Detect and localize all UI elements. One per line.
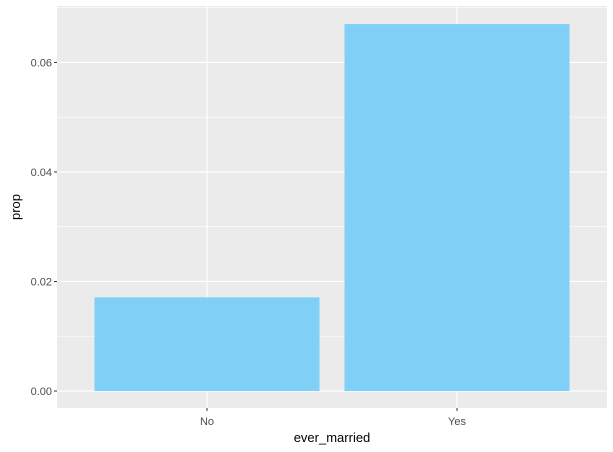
y-tick-label: 0.06 [31, 57, 52, 69]
x-axis-title: ever_married [294, 430, 371, 445]
bar-yes [345, 24, 570, 391]
y-axis-title: prop [8, 194, 23, 220]
x-tick-label: Yes [448, 416, 466, 428]
x-tick-label: No [200, 416, 214, 428]
y-tick-label: 0.04 [31, 167, 52, 179]
y-axis: 0.00 0.02 0.04 0.06 [31, 57, 57, 398]
y-tick-label: 0.00 [31, 386, 52, 398]
x-axis: No Yes [200, 408, 466, 428]
y-tick-label: 0.02 [31, 276, 52, 288]
bar-no [95, 297, 320, 391]
